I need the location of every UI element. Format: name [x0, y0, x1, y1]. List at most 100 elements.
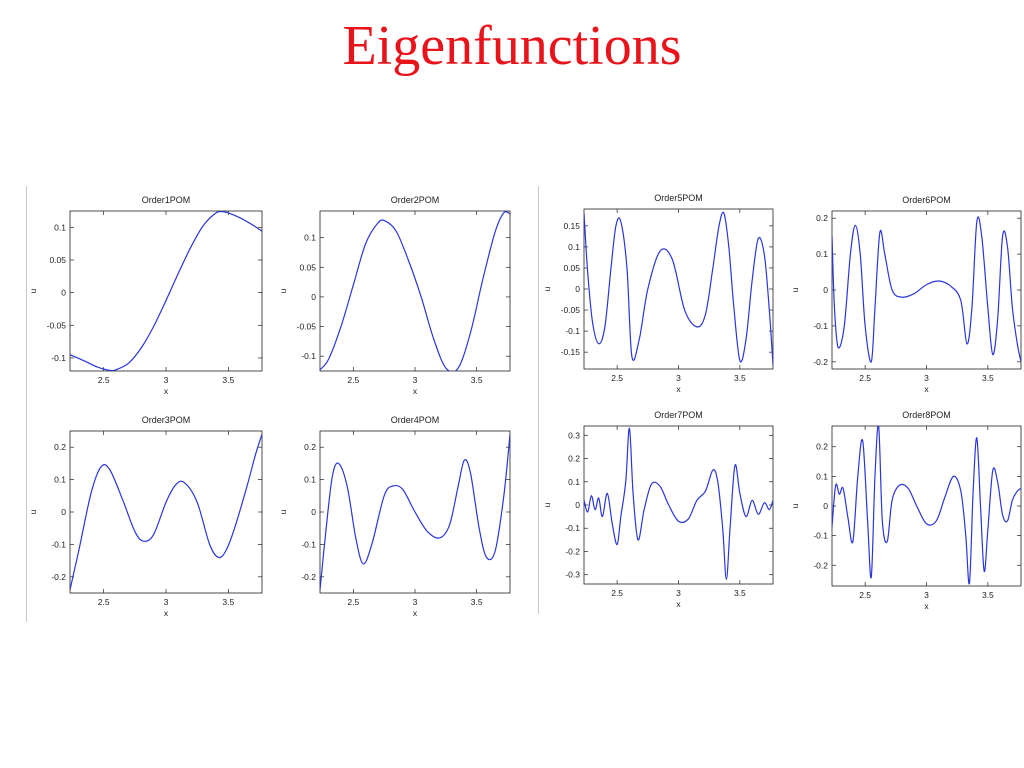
y-tick-label: -0.05: [297, 322, 317, 332]
y-axis-label: u: [278, 288, 288, 293]
x-tick-label: 3: [164, 375, 169, 385]
y-tick-label: 0.05: [49, 255, 66, 265]
y-tick-label: 0: [311, 507, 316, 517]
y-tick-label: 0: [61, 288, 66, 298]
x-tick-label: 2.5: [98, 597, 110, 607]
y-axis-label: u: [278, 509, 288, 514]
y-tick-label: 0.1: [568, 477, 580, 487]
series-line: [70, 211, 262, 371]
y-tick-label: -0.1: [51, 539, 66, 549]
y-tick-label: -0.05: [561, 305, 581, 315]
chart-5: 2.5 3 3.5 0.15 0.1 0.05 0 -0.05 -0.1 -0.15 Order5P…: [542, 193, 774, 394]
y-tick-label: -0.2: [565, 546, 580, 556]
x-tick-label: 2.5: [611, 373, 623, 383]
x-tick-label: 3: [924, 590, 929, 600]
plot-frame: [319, 210, 511, 372]
series-line: [832, 216, 1021, 363]
x-tick-label: 3: [676, 588, 681, 598]
x-tick-label: 3: [164, 597, 169, 607]
y-axis-label: u: [542, 286, 552, 291]
x-tick-label: 3.5: [471, 375, 483, 385]
slide-title: Eigenfunctions: [342, 15, 682, 77]
y-tick-label: 0: [311, 292, 316, 302]
y-axis-label: u: [542, 502, 552, 507]
x-axis-label: x: [164, 386, 169, 396]
y-tick-label: -0.1: [301, 539, 316, 549]
y-tick-label: 0.2: [816, 442, 828, 452]
y-tick-label: -0.2: [301, 572, 316, 582]
y-tick-label: 0.3: [568, 430, 580, 440]
series-line: [584, 211, 773, 365]
x-tick-label: 2.5: [611, 588, 623, 598]
y-tick-label: -0.1: [565, 523, 580, 533]
chart-title: Order5POM: [654, 193, 703, 203]
panel-divider-left: [26, 186, 27, 622]
y-tick-label: -0.1: [565, 326, 580, 336]
panel-divider-middle: [538, 186, 539, 614]
x-tick-label: 3.5: [471, 597, 483, 607]
plot-frame: [69, 210, 263, 372]
y-tick-label: 0.1: [54, 475, 66, 485]
y-tick-label: -0.2: [51, 572, 66, 582]
x-axis-label: x: [676, 599, 681, 609]
series-line: [320, 434, 510, 590]
y-tick-label: 0: [575, 500, 580, 510]
x-tick-label: 3.5: [734, 588, 746, 598]
y-tick-label: 0.15: [563, 221, 580, 231]
y-axis-label: u: [28, 288, 38, 293]
y-tick-label: -0.1: [301, 351, 316, 361]
y-tick-label: -0.05: [47, 320, 67, 330]
y-tick-label: -0.1: [813, 531, 828, 541]
x-tick-label: 2.5: [347, 375, 359, 385]
plot-frame: [831, 210, 1022, 370]
y-tick-label: -0.2: [813, 560, 828, 570]
x-tick-label: 3: [676, 373, 681, 383]
chart-3: 2.5 3 3.5 0.2 0.1 0 -0.1 -0.2 Order3POM x u: [28, 415, 263, 618]
chart-title: Order7POM: [654, 410, 703, 420]
x-tick-label: 3.5: [222, 375, 234, 385]
y-axis-label: u: [790, 503, 800, 508]
x-axis-label: x: [413, 386, 418, 396]
y-tick-label: 0.05: [563, 263, 580, 273]
x-tick-label: 2.5: [859, 590, 871, 600]
y-tick-label: 0: [823, 501, 828, 511]
series-line: [320, 211, 510, 371]
y-tick-label: 0.1: [304, 233, 316, 243]
y-tick-label: -0.1: [51, 353, 66, 363]
x-tick-label: 3.5: [222, 597, 234, 607]
chart-title: Order6POM: [902, 195, 951, 205]
chart-title: Order1POM: [142, 195, 191, 205]
chart-title: Order8POM: [902, 410, 951, 420]
y-tick-label: 0: [823, 285, 828, 295]
chart-7: 2.5 3 3.5 0.3 0.2 0.1 0 -0.1 -0.2 -0.3 Order7POM x u: [542, 410, 774, 609]
series-line: [832, 426, 1021, 585]
x-tick-label: 3.5: [982, 590, 994, 600]
plot-frame: [69, 430, 263, 594]
y-axis-label: u: [790, 287, 800, 292]
x-axis-label: x: [676, 384, 681, 394]
series-line: [584, 427, 773, 580]
plot-frame: [583, 208, 774, 370]
x-tick-label: 2.5: [98, 375, 110, 385]
x-axis-label: x: [924, 601, 929, 611]
chart-1: 2.5 3 3.5 0.1 0.05 0 -0.05 -0.1 Order1POM x u: [28, 195, 263, 396]
y-tick-label: -0.15: [561, 347, 581, 357]
y-tick-label: 0.05: [299, 262, 316, 272]
y-tick-label: 0.1: [54, 222, 66, 232]
chart-2: 2.5 3 3.5 0.1 0.05 0 -0.05 -0.1 Order2POM x u: [278, 195, 511, 396]
x-axis-label: x: [924, 384, 929, 394]
x-tick-label: 3: [413, 375, 418, 385]
y-tick-label: 0.2: [304, 442, 316, 452]
series-line: [70, 434, 262, 590]
y-tick-label: 0.2: [568, 454, 580, 464]
y-tick-label: 0.1: [304, 475, 316, 485]
y-tick-label: 0: [61, 507, 66, 517]
chart-title: Order4POM: [391, 415, 440, 425]
y-tick-label: -0.1: [813, 321, 828, 331]
y-tick-label: -0.3: [565, 570, 580, 580]
x-tick-label: 3: [413, 597, 418, 607]
chart-4: 2.5 3 3.5 0.2 0.1 0 -0.1 -0.2 Order4POM x u: [278, 415, 511, 618]
x-tick-label: 2.5: [347, 597, 359, 607]
chart-title: Order3POM: [142, 415, 191, 425]
